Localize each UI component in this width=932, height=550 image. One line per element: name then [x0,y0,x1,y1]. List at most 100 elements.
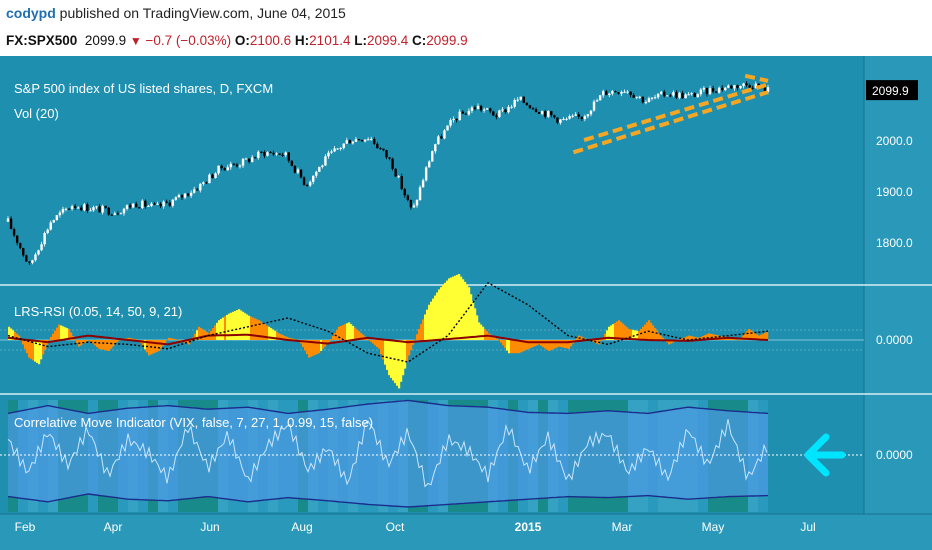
cmi-band-area [8,400,768,507]
lrs-histogram-bar [546,340,549,350]
candle-body [434,144,437,152]
lrs-histogram-bar [748,329,751,340]
candle-body [510,106,513,108]
lrs-histogram-bar [338,326,341,340]
candle-body [385,150,388,158]
axes-layer: 2000.0 1900.0 1800.0 2099.9 0.0000 0.0000 Feb A… [15,80,918,534]
lrs-histogram-bar [98,340,101,349]
lrs-histogram-bar [576,338,579,340]
candle-body [107,207,110,215]
candle-body [220,165,223,169]
candle-body [736,85,739,89]
lrs-histogram-bar [356,329,359,340]
lrs-histogram-bar [158,340,161,351]
last-price: 2099.9 [84,33,127,48]
lrs-histogram-bar [226,314,229,340]
candle-body [498,110,501,118]
author-link[interactable]: codypd [6,5,56,21]
candle-body [147,205,150,207]
lrs-histogram-bar [728,337,731,340]
lrs-histogram-bar [498,340,501,341]
lrs-histogram-bar [198,326,201,340]
candle-body [263,152,266,156]
lrs-histogram-bar [186,340,189,344]
lrs-histogram-bar [16,333,19,340]
candle-body [55,215,59,221]
candle-body [647,98,651,103]
lrs-histogram-bar [238,309,241,340]
lrs-histogram-bar [614,322,617,340]
lrs-histogram-bar [422,319,425,340]
candle-body [275,153,278,155]
candle-body [495,115,498,118]
lrs-histogram-bar [410,340,413,351]
lrs-histogram-bar [532,340,535,348]
candle-body [424,167,428,181]
candle-body [412,205,416,208]
candle-body [49,222,52,230]
candle-body [299,169,303,178]
candle-body [226,167,229,171]
time-tick-label: Mar [612,520,633,534]
candle-body [244,158,248,160]
lrs-histogram-bar [354,327,357,340]
candle-body [15,235,19,244]
lrs-histogram-bar [504,340,507,348]
lrs-histogram-bar [274,330,277,340]
candle-body [711,88,715,92]
last-price-tag [866,80,918,101]
lrs-histogram-bar [394,340,397,384]
lrs-histogram-bar [148,340,151,356]
lrs-histogram-bar [560,340,563,348]
candle-body [171,199,175,206]
lrs-histogram-bar [236,310,239,340]
lrs-histogram-bar [766,332,769,340]
lrs-histogram-bar [310,340,313,357]
lrs-histogram-bar [668,340,671,345]
candle-body [180,195,184,198]
candle-body [638,96,642,98]
candle-body [83,204,86,211]
lrs-histogram-bar [746,331,749,340]
cmi-zero-tick-label: 0.0000 [876,448,913,462]
candle-body [461,111,464,114]
lrs-histogram-bar [24,340,27,349]
lrs-histogram-bar [316,340,319,355]
lrs-histogram-bar [608,326,611,340]
lrs-histogram-bar [216,322,219,340]
candle-body [754,83,757,88]
lrs-histogram-bar [624,325,627,340]
lrs-histogram-bar [554,340,557,349]
candle-body [162,201,165,207]
lrs-histogram-bar [112,340,115,347]
candle-body [678,92,681,98]
candle-body [513,100,516,107]
candle-body [128,205,132,208]
lrs-histogram-bar [522,340,525,352]
candle-body [397,176,400,178]
candle-body [321,165,324,167]
candle-body [293,165,297,173]
candle-body [366,139,370,141]
candle-body [623,91,626,93]
lrs-histogram-bar [626,327,629,340]
left-arrow-icon [804,433,846,477]
candle-body [696,94,699,97]
candle-body [574,114,577,116]
lrs-histogram-bar [458,274,461,340]
lrs-histogram-bar [414,339,417,341]
lrs-histogram-bar [398,340,401,389]
candle-body [113,213,117,215]
lrs-histogram-bar [466,284,469,340]
lrs-histogram-bar [620,321,623,340]
lrs-histogram-bar [482,326,485,340]
lrs-histogram-bar [548,340,551,351]
lrs-histogram-bar [294,339,297,340]
lrs-histogram-bar [642,326,645,340]
candle-body [177,195,181,198]
lrs-histogram-bar [194,333,197,340]
symbol-name[interactable]: FX:SPX500 [6,33,78,48]
lrs-histogram-bar [600,340,603,341]
lrs-histogram-bar [200,328,203,340]
chart-canvas[interactable]: 2000.0 1900.0 1800.0 2099.9 0.0000 0.0000 Feb A… [0,56,932,550]
